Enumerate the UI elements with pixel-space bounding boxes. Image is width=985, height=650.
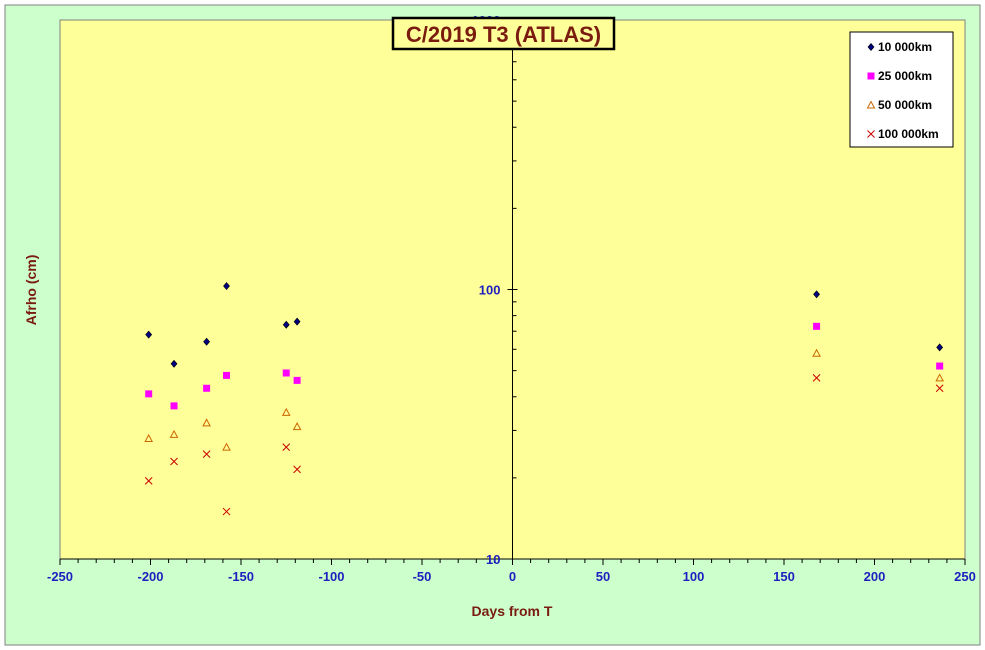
data-point <box>145 330 153 339</box>
x-tick-label: -50 <box>413 569 432 584</box>
data-point <box>935 373 944 382</box>
legend-marker <box>867 43 875 51</box>
legend-frame <box>849 31 954 148</box>
series-diamond <box>145 282 944 368</box>
x-axis: -250 -200 -150 -100 -50 0 50 100 150 200 250 <box>47 558 976 584</box>
data-point <box>812 348 821 357</box>
legend-marker <box>866 100 876 109</box>
x-tick-label: -200 <box>137 569 163 584</box>
legend-marker <box>867 130 875 138</box>
data-point <box>282 369 290 377</box>
x-tick-label: 200 <box>864 569 886 584</box>
data-point <box>145 390 153 398</box>
data-point <box>203 337 211 346</box>
data-point <box>202 418 211 427</box>
data-point <box>170 359 178 368</box>
data-point <box>144 433 154 442</box>
data-point <box>223 371 231 379</box>
legend-marker <box>867 72 875 80</box>
data-point <box>282 443 291 452</box>
x-tick-label: 50 <box>596 569 610 584</box>
series-square <box>145 322 944 410</box>
data-point <box>281 407 291 416</box>
data-point <box>170 402 178 410</box>
legend-label: 50 000km <box>878 98 932 112</box>
data-point <box>144 476 153 485</box>
data-point <box>202 450 211 458</box>
data-point <box>169 429 179 438</box>
data-point <box>223 282 230 291</box>
legend: 10 000km 25 000km 50 000km 100 000km <box>849 31 954 148</box>
data-point <box>292 422 302 431</box>
legend-label: 10 000km <box>878 40 932 54</box>
data-point <box>293 465 301 474</box>
x-tick-label: -250 <box>47 569 73 584</box>
data-point <box>293 317 301 326</box>
chart-title: C/2019 T3 (ATLAS) <box>406 22 601 47</box>
x-tick-label: 0 <box>509 569 516 584</box>
x-tick-label: 150 <box>773 569 795 584</box>
x-tick-label: -150 <box>228 569 254 584</box>
data-point <box>282 320 290 329</box>
legend-label: 100 000km <box>878 127 939 141</box>
y-axis-title: Afrho (cm) <box>23 255 39 326</box>
data-point <box>936 362 944 370</box>
legend-label: 25 000km <box>878 69 932 83</box>
data-point <box>222 442 231 451</box>
x-tick-label: 250 <box>954 569 976 584</box>
data-point <box>813 322 821 330</box>
data-points <box>144 282 944 516</box>
y-tick-label: 10 <box>486 552 500 567</box>
data-point <box>170 457 178 466</box>
x-axis-title: Days from T <box>472 603 553 619</box>
x-tick-label: 100 <box>683 569 705 584</box>
data-point <box>222 507 231 516</box>
data-point <box>935 384 944 393</box>
series-x <box>144 374 944 516</box>
data-point <box>812 374 821 382</box>
data-point <box>293 376 301 384</box>
y-tick-label: 100 <box>479 283 501 298</box>
x-tick-label: -100 <box>318 569 344 584</box>
series-triangle <box>144 348 944 451</box>
chart-title-box: C/2019 T3 (ATLAS) <box>391 16 616 51</box>
data-point <box>936 343 944 352</box>
chart-title-frame <box>391 16 616 51</box>
data-point <box>203 384 211 392</box>
data-point <box>813 290 820 299</box>
